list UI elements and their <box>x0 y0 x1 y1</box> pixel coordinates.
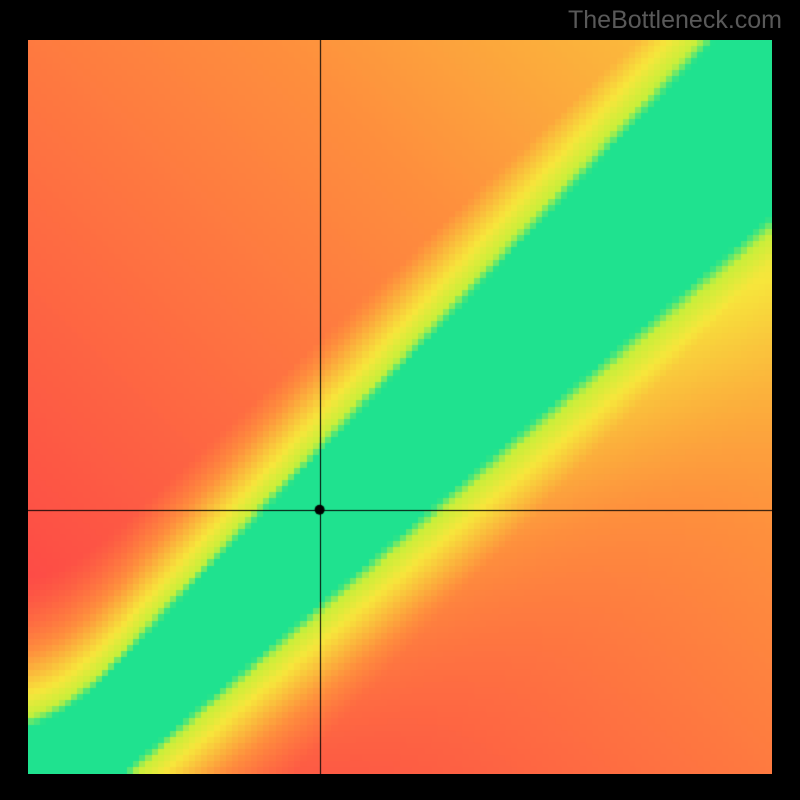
watermark-text: TheBottleneck.com <box>568 6 782 35</box>
plot-area <box>28 40 772 774</box>
chart-container: TheBottleneck.com <box>0 0 800 800</box>
heatmap-canvas <box>28 40 772 774</box>
